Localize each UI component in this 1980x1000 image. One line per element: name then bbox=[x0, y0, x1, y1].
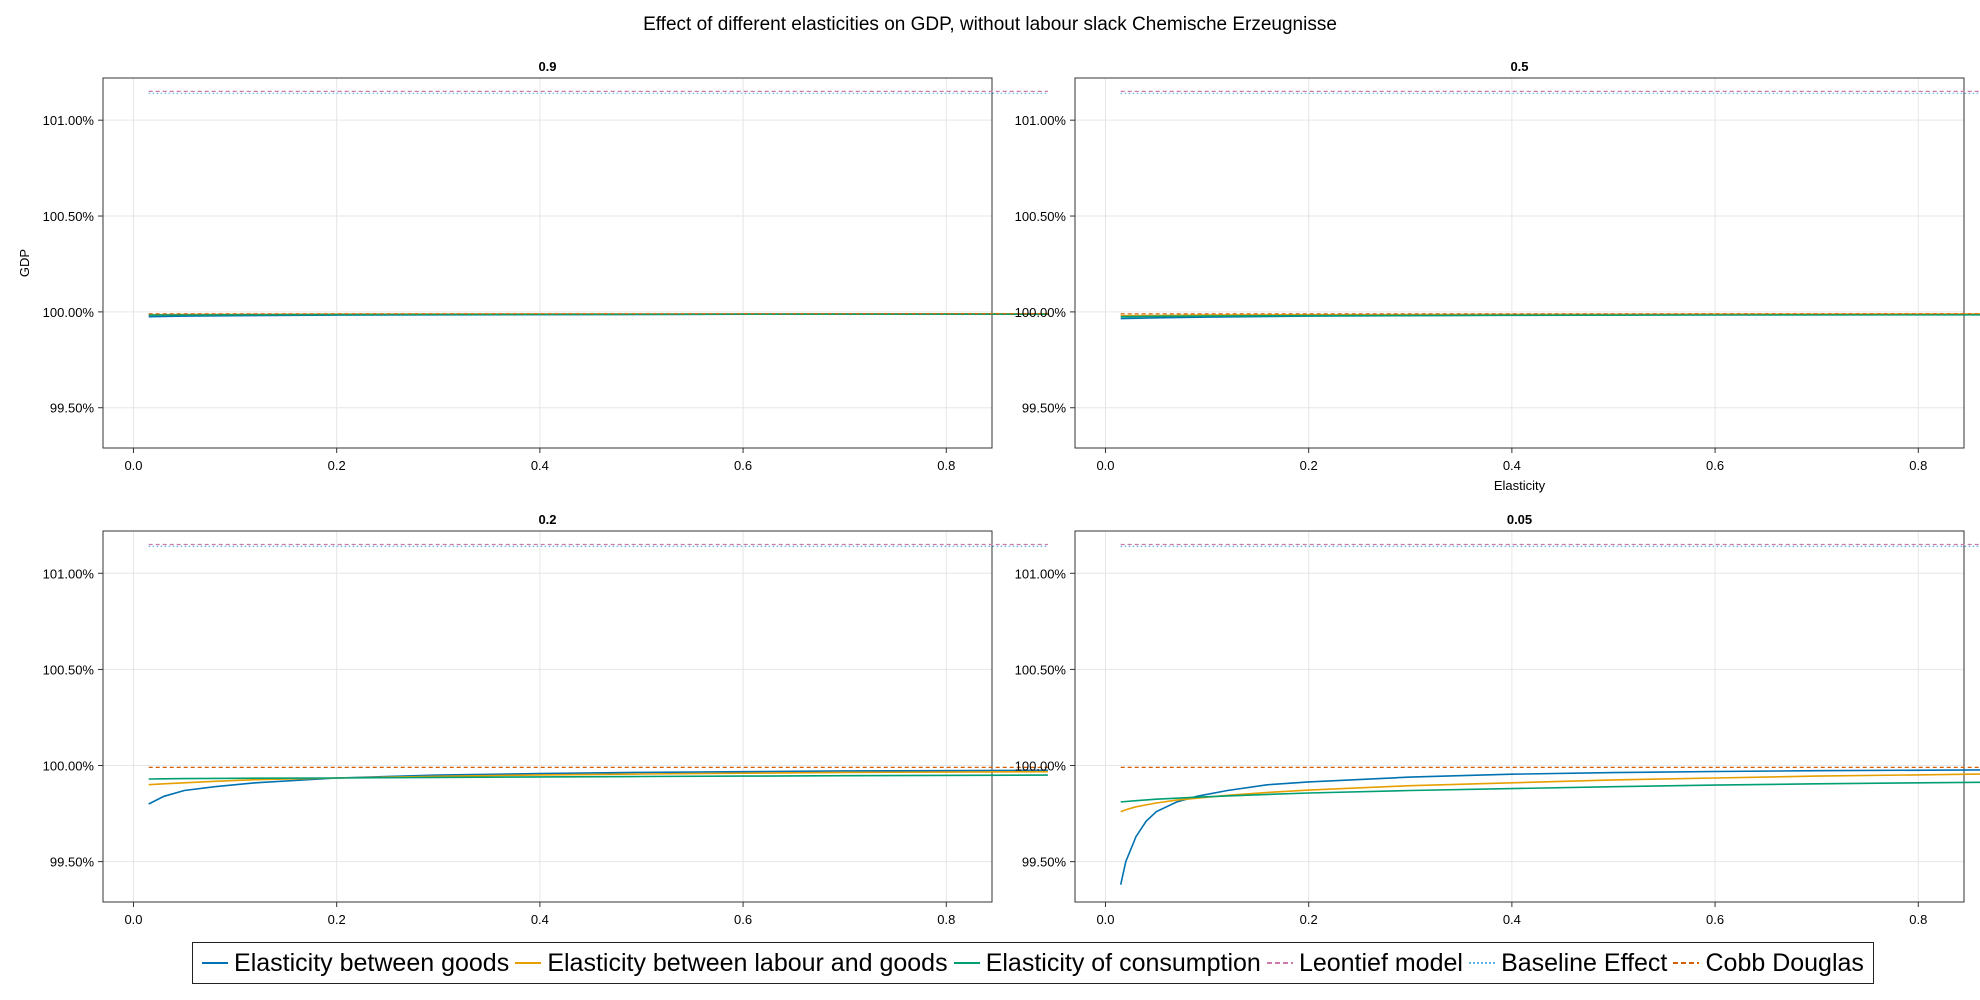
legend-label: Baseline Effect bbox=[1501, 948, 1668, 977]
y-tick-label: 100.50% bbox=[43, 209, 95, 224]
y-tick-label: 99.50% bbox=[1022, 855, 1067, 870]
x-tick-label: 0.6 bbox=[734, 458, 752, 473]
y-tick-label: 101.00% bbox=[1015, 566, 1067, 581]
series-line-elasticity-between-goods bbox=[1119, 769, 1980, 885]
panel-2: 0.0 0.2 0.4 0.6 0.8 99.50% 100.00% 100.50% 101.0… bbox=[1015, 59, 1980, 473]
legend-label: Elasticity of consumption bbox=[985, 948, 1261, 977]
legend-item-leontief-model: Leontief model bbox=[1266, 948, 1463, 978]
legend-item-elasticity-of-consumption: Elasticity of consumption bbox=[953, 948, 1261, 978]
x-tick-label: 0.8 bbox=[937, 458, 955, 473]
legend-swatch bbox=[515, 962, 542, 964]
y-tick-label: 100.50% bbox=[43, 662, 95, 677]
legend-swatch bbox=[1266, 962, 1293, 964]
x-tick-label: 0.8 bbox=[1909, 458, 1927, 473]
x-tick-label: 0.4 bbox=[1503, 912, 1521, 927]
x-tick-label: 0.4 bbox=[1503, 458, 1521, 473]
panel-4: 0.0 0.2 0.4 0.6 0.8 99.50% 100.00% 100.50% 101.0… bbox=[1015, 512, 1980, 927]
panel-title: 0.05 bbox=[1507, 512, 1532, 527]
panel-3: 0.0 0.2 0.4 0.6 0.8 99.50% 100.00% 100.50% 101.0… bbox=[43, 512, 1048, 927]
legend: Elasticity between goods Elasticity betwe… bbox=[192, 942, 1874, 984]
panel-frame bbox=[102, 530, 993, 903]
x-tick-label: 0.2 bbox=[328, 458, 346, 473]
y-axis-label: GDP bbox=[17, 249, 32, 277]
series-line-elasticity-of-consumption bbox=[1120, 314, 1980, 318]
legend-item-baseline-effect: Baseline Effect bbox=[1469, 949, 1667, 978]
panel-1: 0.0 0.2 0.4 0.6 0.8 99.50% 100.00% 100.50% 101.0… bbox=[43, 59, 1048, 473]
panel-frame bbox=[1074, 77, 1965, 449]
y-tick-label: 100.00% bbox=[43, 759, 95, 774]
x-tick-label: 0.4 bbox=[531, 458, 549, 473]
series-line-elasticity-between-labour-and-goods bbox=[1120, 773, 1980, 813]
legend-swatch bbox=[1673, 962, 1700, 964]
legend-label: Cobb Douglas bbox=[1705, 948, 1864, 977]
x-tick-label: 0.4 bbox=[531, 912, 549, 927]
x-tick-label: 0.8 bbox=[1909, 912, 1927, 927]
legend-swatch bbox=[202, 962, 229, 964]
legend-label: Leontief model bbox=[1298, 948, 1463, 977]
panel-frame bbox=[1074, 530, 1965, 903]
x-tick-label: 0.0 bbox=[1096, 458, 1114, 473]
x-tick-label: 0.2 bbox=[1300, 458, 1318, 473]
legend-item-cobb-douglas: Cobb Douglas bbox=[1673, 948, 1864, 978]
y-tick-label: 100.00% bbox=[43, 305, 95, 320]
x-tick-label: 0.0 bbox=[124, 458, 142, 473]
x-tick-label: 0.8 bbox=[937, 912, 955, 927]
x-tick-label: 0.2 bbox=[328, 912, 346, 927]
y-tick-label: 99.50% bbox=[1022, 401, 1067, 416]
series-line-elasticity-of-consumption bbox=[148, 313, 1048, 316]
y-tick-label: 101.00% bbox=[43, 113, 95, 128]
x-tick-label: 0.6 bbox=[1706, 458, 1724, 473]
x-tick-label: 0.6 bbox=[734, 912, 752, 927]
x-axis-label: Elasticity bbox=[1494, 478, 1546, 493]
y-tick-label: 101.00% bbox=[43, 566, 95, 581]
y-tick-label: 99.50% bbox=[50, 855, 95, 870]
panel-title: 0.9 bbox=[538, 59, 556, 74]
x-tick-label: 0.0 bbox=[124, 912, 142, 927]
legend-label: Elasticity between labour and goods bbox=[547, 948, 948, 977]
y-tick-label: 100.00% bbox=[1015, 305, 1067, 320]
series-line-elasticity-of-consumption bbox=[148, 774, 1048, 780]
y-tick-label: 100.50% bbox=[1015, 662, 1067, 677]
legend-label: Elasticity between goods bbox=[234, 948, 510, 977]
legend-swatch bbox=[953, 962, 980, 964]
legend-swatch bbox=[1469, 962, 1496, 964]
x-tick-label: 0.2 bbox=[1300, 912, 1318, 927]
chart-svg: 0.0 0.2 0.4 0.6 0.8 99.50% 100.00% 100.50% 101.0… bbox=[17, 59, 1980, 927]
series-line-elasticity-of-consumption bbox=[1120, 781, 1980, 803]
x-tick-label: 0.0 bbox=[1096, 912, 1114, 927]
panel-title: 0.5 bbox=[1510, 59, 1528, 74]
x-tick-label: 0.6 bbox=[1706, 912, 1724, 927]
y-tick-label: 101.00% bbox=[1015, 113, 1067, 128]
panel-title: 0.2 bbox=[538, 512, 556, 527]
panel-frame bbox=[102, 77, 993, 449]
chart-title: Effect of different elasticities on GDP,… bbox=[643, 14, 1337, 35]
y-tick-label: 100.50% bbox=[1015, 209, 1067, 224]
y-tick-label: 99.50% bbox=[50, 401, 95, 416]
legend-item-elasticity-between-labour-and-goods: Elasticity between labour and goods bbox=[515, 948, 948, 978]
legend-item-elasticity-between-goods: Elasticity between goods bbox=[202, 949, 509, 978]
y-tick-label: 100.00% bbox=[1015, 759, 1067, 774]
